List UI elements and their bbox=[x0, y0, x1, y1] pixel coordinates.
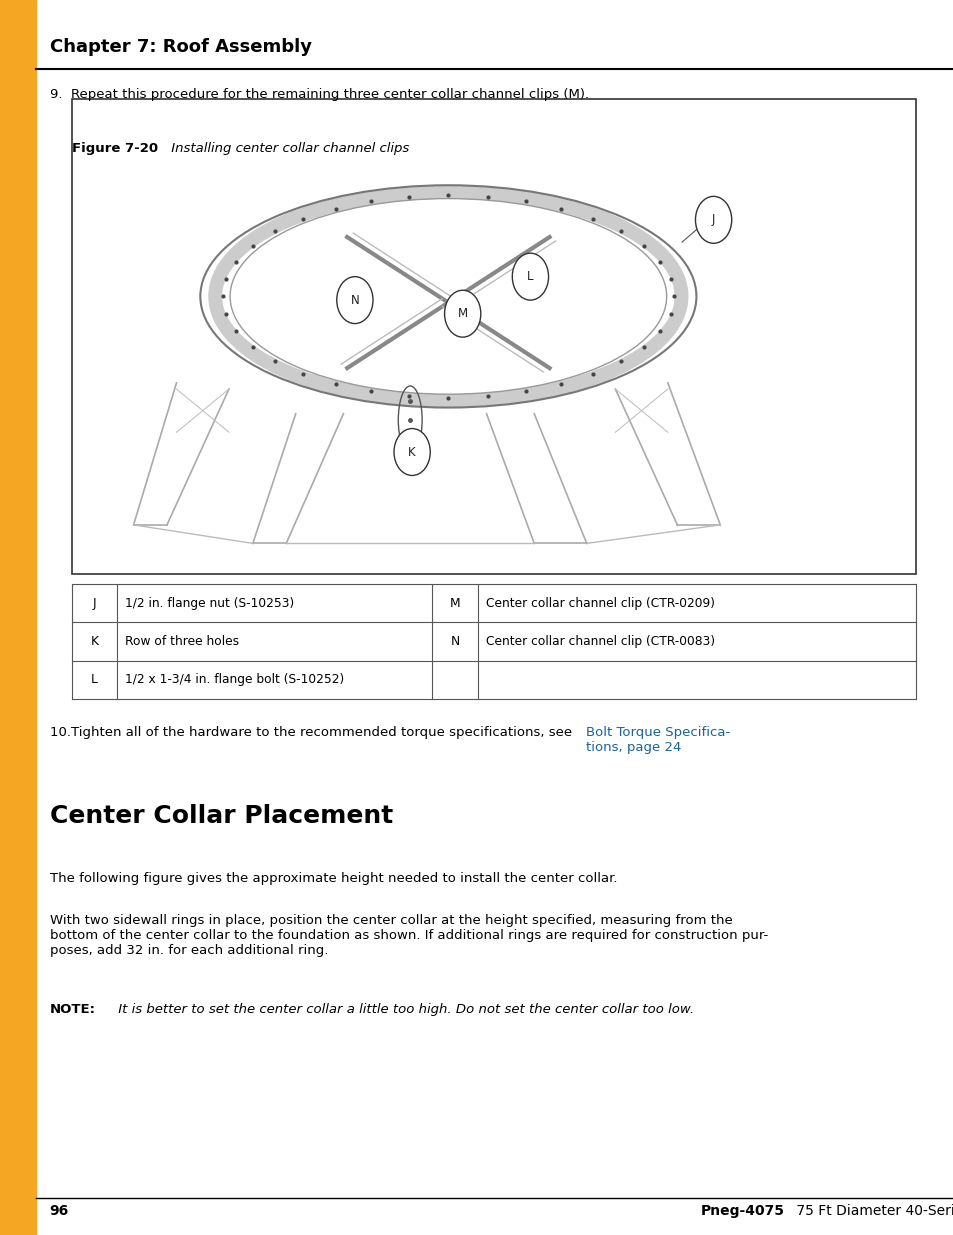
Text: 1/2 in. flange nut (S-10253): 1/2 in. flange nut (S-10253) bbox=[125, 597, 294, 610]
Text: Center Collar Placement: Center Collar Placement bbox=[50, 804, 393, 827]
Text: K: K bbox=[91, 635, 98, 648]
Text: M: M bbox=[449, 597, 460, 610]
Text: Center collar channel clip (CTR-0083): Center collar channel clip (CTR-0083) bbox=[485, 635, 714, 648]
FancyBboxPatch shape bbox=[71, 99, 915, 574]
Text: M: M bbox=[457, 308, 467, 320]
Text: 96: 96 bbox=[50, 1204, 69, 1218]
Text: 75 Ft Diameter 40-Series Bin: 75 Ft Diameter 40-Series Bin bbox=[791, 1204, 953, 1218]
Circle shape bbox=[444, 290, 480, 337]
Text: Pneg-4075: Pneg-4075 bbox=[700, 1204, 784, 1218]
Text: Bolt Torque Specifica-
tions, page 24: Bolt Torque Specifica- tions, page 24 bbox=[585, 726, 729, 755]
Text: L: L bbox=[91, 673, 98, 687]
Text: Installing center collar channel clips: Installing center collar channel clips bbox=[167, 142, 409, 156]
Text: Figure 7-20: Figure 7-20 bbox=[71, 142, 157, 156]
Text: It is better to set the center collar a little too high. Do not set the center c: It is better to set the center collar a … bbox=[114, 1003, 694, 1016]
Text: 10.Tighten all of the hardware to the recommended torque specifications, see: 10.Tighten all of the hardware to the re… bbox=[50, 726, 576, 740]
Circle shape bbox=[695, 196, 731, 243]
Text: J: J bbox=[92, 597, 96, 610]
Text: 1/2 x 1-3/4 in. flange bolt (S-10252): 1/2 x 1-3/4 in. flange bolt (S-10252) bbox=[125, 673, 344, 687]
Circle shape bbox=[394, 429, 430, 475]
Text: K: K bbox=[408, 446, 416, 458]
Bar bbox=[0, 0, 36, 1235]
Text: Row of three holes: Row of three holes bbox=[125, 635, 239, 648]
Text: N: N bbox=[350, 294, 359, 306]
Text: N: N bbox=[450, 635, 459, 648]
Text: L: L bbox=[527, 270, 533, 283]
Text: NOTE:: NOTE: bbox=[50, 1003, 95, 1016]
Text: 9.  Repeat this procedure for the remaining three center collar channel clips (M: 9. Repeat this procedure for the remaini… bbox=[50, 88, 588, 101]
Text: With two sidewall rings in place, position the center collar at the height speci: With two sidewall rings in place, positi… bbox=[50, 914, 767, 957]
Text: The following figure gives the approximate height needed to install the center c: The following figure gives the approxima… bbox=[50, 872, 617, 885]
Circle shape bbox=[336, 277, 373, 324]
Text: Center collar channel clip (CTR-0209): Center collar channel clip (CTR-0209) bbox=[485, 597, 714, 610]
Circle shape bbox=[512, 253, 548, 300]
Text: Chapter 7: Roof Assembly: Chapter 7: Roof Assembly bbox=[50, 38, 312, 56]
Text: J: J bbox=[711, 214, 715, 226]
